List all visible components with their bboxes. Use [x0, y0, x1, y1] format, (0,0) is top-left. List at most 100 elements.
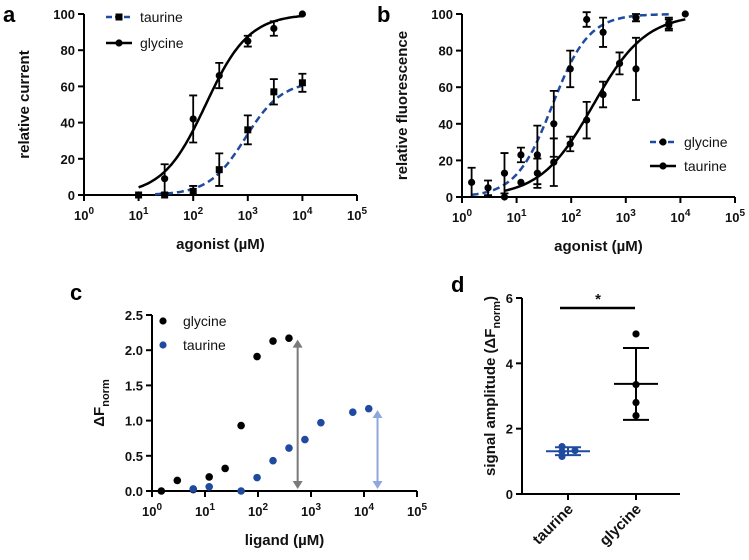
panel-label-b: b: [377, 2, 390, 27]
series-taurine: [546, 443, 590, 461]
y-tick-label: 60: [439, 80, 453, 95]
data-point: [285, 334, 293, 343]
x-tick-exponent: 5: [361, 206, 367, 217]
legend-label: glycine: [684, 134, 728, 150]
y-tick-label: 100: [53, 7, 75, 22]
data-point: [161, 175, 169, 183]
x-category-label-glycine: glycine: [596, 501, 645, 550]
x-tick-exponent: 4: [368, 502, 374, 513]
data-point: [253, 352, 261, 361]
x-tick-label: 105: [725, 208, 745, 225]
x-tick-label: 101: [129, 206, 149, 223]
series-taurine: taurine: [500, 16, 727, 201]
y-tick-label: 6: [506, 291, 513, 306]
x-tick-label: 100: [142, 502, 162, 519]
x-tick-exponent: 2: [198, 206, 204, 217]
arrow-head-down: [372, 481, 383, 489]
data-point: [517, 151, 525, 159]
data-point: [615, 59, 624, 68]
data-point: [533, 151, 541, 159]
data-point: [632, 65, 640, 73]
y-tick-label: 2.5: [125, 308, 143, 323]
x-tick-label: 103: [616, 208, 636, 225]
data-point: [632, 14, 640, 22]
legend-label: glycine: [140, 35, 184, 51]
sd-error-bar: [623, 346, 649, 421]
x-tick-label: 102: [561, 208, 581, 225]
y-tick-label: 4: [506, 356, 514, 371]
data-point: [632, 330, 640, 338]
y-tick-label: 2: [506, 422, 513, 437]
data-point: [500, 193, 509, 201]
panel-label-c: c: [70, 280, 82, 305]
y-tick-label: 80: [61, 43, 75, 58]
x-tick-exponent: 4: [307, 206, 313, 217]
series-taurine: taurine: [159, 337, 373, 495]
sd-error-bar: [555, 446, 581, 457]
data-point: [189, 115, 197, 123]
y-tick-label: 0.5: [125, 449, 143, 464]
legend-label: taurine: [140, 9, 183, 25]
x-tick-label: 104: [670, 208, 690, 225]
x-tick-label: 105: [347, 206, 367, 223]
data-point: [599, 28, 607, 36]
x-tick-label: 100: [74, 206, 94, 223]
data-point: [558, 452, 566, 461]
legend-marker: [659, 138, 667, 146]
data-point: [205, 482, 213, 491]
data-point: [270, 88, 278, 96]
data-point: [298, 10, 306, 18]
data-point: [566, 65, 574, 73]
x-tick-exponent: 4: [685, 208, 691, 219]
y-tick-label: 100: [431, 7, 453, 22]
y-axis-label: relative fluorescence: [394, 31, 411, 180]
x-tick-exponent: 3: [315, 502, 321, 513]
legend-marker: [159, 341, 167, 349]
data-point: [215, 71, 223, 80]
series-glycine: glycine: [106, 10, 306, 199]
x-tick-label: 101: [507, 208, 527, 225]
y-tick-label: 0.0: [125, 484, 143, 499]
series-glycine: glycine: [157, 313, 293, 495]
x-tick-label: 104: [292, 206, 312, 223]
panel-label-d: d: [451, 272, 464, 297]
x-tick-exponent: 2: [576, 208, 582, 219]
arrow-head-up: [372, 410, 383, 419]
data-point: [237, 487, 245, 495]
data-point: [189, 187, 197, 195]
data-point: [533, 169, 541, 177]
data-point: [298, 79, 306, 87]
x-tick-exponent: 0: [466, 208, 472, 219]
x-category-label-taurine: taurine: [529, 501, 576, 548]
panel-label-a: a: [3, 2, 16, 27]
data-point: [317, 418, 325, 427]
x-tick-label: 102: [248, 502, 268, 519]
y-tick-label: 20: [61, 152, 75, 167]
data-point: [173, 476, 182, 485]
x-tick-exponent: 1: [143, 206, 149, 217]
legend-label: taurine: [183, 337, 226, 353]
x-tick-exponent: 2: [262, 502, 268, 513]
data-point: [364, 404, 373, 413]
y-axis-label: relative current: [16, 50, 33, 158]
x-axis-label: agonist (µM): [176, 236, 265, 253]
data-point: [285, 444, 293, 452]
data-point: [665, 19, 673, 27]
x-tick-label: 103: [301, 502, 321, 519]
data-point: [135, 191, 143, 199]
y-axis-label: signal amplitude (ΔFnorm): [482, 296, 503, 476]
x-tick-exponent: 5: [421, 502, 427, 513]
data-point: [244, 126, 252, 134]
data-point: [468, 178, 476, 186]
significance-asterisk: *: [595, 291, 601, 308]
data-point: [348, 408, 357, 416]
y-tick-label: 60: [61, 79, 75, 94]
y-tick-label: 1.5: [125, 378, 143, 393]
y-tick-label: 40: [439, 117, 453, 132]
x-tick-exponent: 0: [88, 206, 94, 217]
arrow-head-down: [292, 481, 303, 489]
